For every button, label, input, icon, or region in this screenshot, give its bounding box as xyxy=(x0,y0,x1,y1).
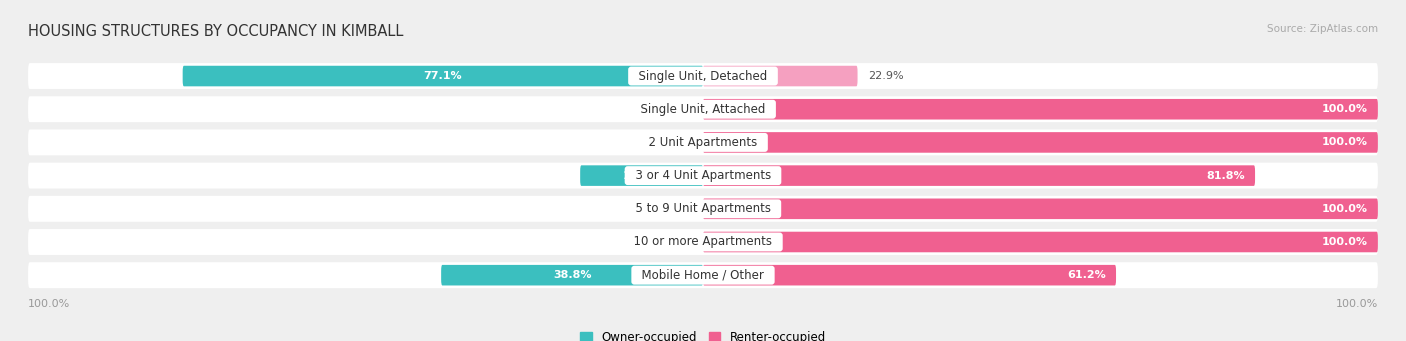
FancyBboxPatch shape xyxy=(28,130,1378,155)
Text: 100.0%: 100.0% xyxy=(1336,299,1378,309)
FancyBboxPatch shape xyxy=(703,132,1378,153)
Text: 0.0%: 0.0% xyxy=(665,104,693,114)
Text: 10 or more Apartments: 10 or more Apartments xyxy=(626,236,780,249)
Text: Single Unit, Detached: Single Unit, Detached xyxy=(631,70,775,83)
Text: Source: ZipAtlas.com: Source: ZipAtlas.com xyxy=(1267,24,1378,34)
Text: 100.0%: 100.0% xyxy=(1322,137,1368,147)
Text: 0.0%: 0.0% xyxy=(665,137,693,147)
Text: 81.8%: 81.8% xyxy=(1206,170,1244,181)
Text: 18.2%: 18.2% xyxy=(623,170,661,181)
Text: 61.2%: 61.2% xyxy=(1067,270,1107,280)
Legend: Owner-occupied, Renter-occupied: Owner-occupied, Renter-occupied xyxy=(575,326,831,341)
Text: 0.0%: 0.0% xyxy=(665,237,693,247)
FancyBboxPatch shape xyxy=(28,163,1378,189)
FancyBboxPatch shape xyxy=(703,66,858,86)
FancyBboxPatch shape xyxy=(28,262,1378,288)
Text: Single Unit, Attached: Single Unit, Attached xyxy=(633,103,773,116)
Text: 100.0%: 100.0% xyxy=(28,299,70,309)
FancyBboxPatch shape xyxy=(28,196,1378,222)
FancyBboxPatch shape xyxy=(28,63,1378,89)
FancyBboxPatch shape xyxy=(703,265,1116,285)
Text: 3 or 4 Unit Apartments: 3 or 4 Unit Apartments xyxy=(627,169,779,182)
Text: 100.0%: 100.0% xyxy=(1322,104,1368,114)
Text: 38.8%: 38.8% xyxy=(553,270,592,280)
Text: 100.0%: 100.0% xyxy=(1322,204,1368,214)
FancyBboxPatch shape xyxy=(28,229,1378,255)
FancyBboxPatch shape xyxy=(703,198,1378,219)
FancyBboxPatch shape xyxy=(183,66,703,86)
Text: 0.0%: 0.0% xyxy=(665,204,693,214)
Text: 100.0%: 100.0% xyxy=(1322,237,1368,247)
FancyBboxPatch shape xyxy=(703,99,1378,120)
Text: HOUSING STRUCTURES BY OCCUPANCY IN KIMBALL: HOUSING STRUCTURES BY OCCUPANCY IN KIMBA… xyxy=(28,24,404,39)
Text: 77.1%: 77.1% xyxy=(423,71,463,81)
FancyBboxPatch shape xyxy=(581,165,703,186)
Text: 22.9%: 22.9% xyxy=(868,71,903,81)
Text: Mobile Home / Other: Mobile Home / Other xyxy=(634,269,772,282)
FancyBboxPatch shape xyxy=(28,96,1378,122)
Text: 5 to 9 Unit Apartments: 5 to 9 Unit Apartments xyxy=(627,202,779,215)
FancyBboxPatch shape xyxy=(441,265,703,285)
Text: 2 Unit Apartments: 2 Unit Apartments xyxy=(641,136,765,149)
FancyBboxPatch shape xyxy=(703,165,1256,186)
FancyBboxPatch shape xyxy=(703,232,1378,252)
